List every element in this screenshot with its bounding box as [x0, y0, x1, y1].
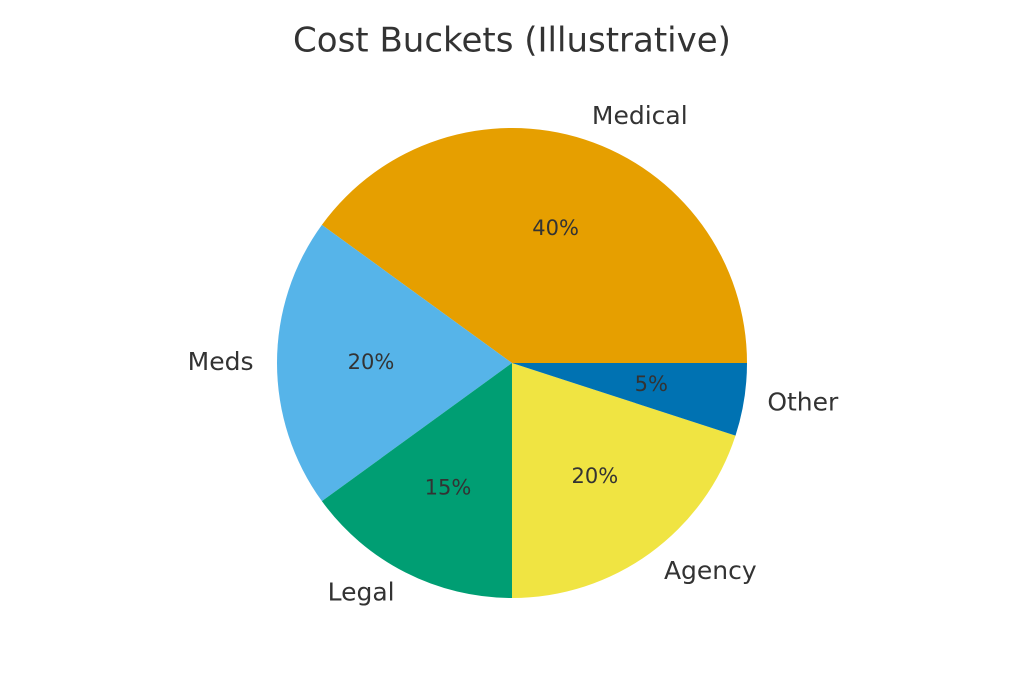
value-label: 40%	[532, 216, 579, 240]
category-label: Other	[767, 387, 839, 416]
pie-slice	[321, 363, 512, 598]
category-label: Meds	[188, 347, 254, 376]
value-label: 20%	[348, 350, 395, 374]
pie-slice	[512, 363, 736, 598]
category-label: Medical	[592, 101, 688, 130]
category-label: Agency	[664, 556, 757, 585]
chart-title: Cost Buckets (Illustrative)	[293, 21, 731, 61]
pie-slice	[512, 363, 747, 436]
pie-slice	[321, 128, 747, 363]
value-label: 20%	[572, 464, 619, 488]
value-label: 5%	[635, 372, 668, 396]
value-label: 15%	[425, 476, 472, 500]
category-label: Legal	[328, 577, 395, 606]
pie-slice	[277, 224, 512, 502]
